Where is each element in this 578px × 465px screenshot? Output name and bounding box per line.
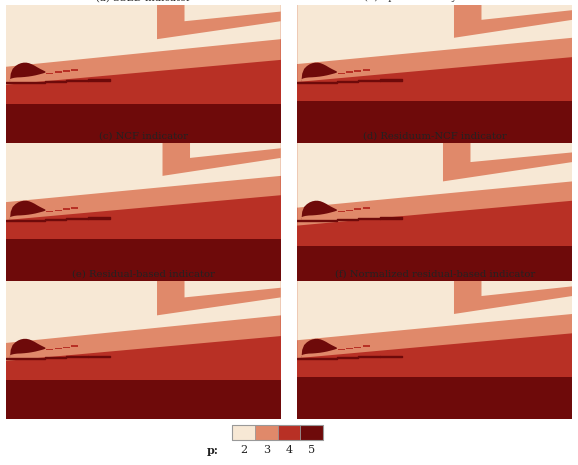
Polygon shape: [481, 5, 572, 20]
Polygon shape: [362, 345, 369, 347]
Polygon shape: [362, 207, 369, 209]
Polygon shape: [6, 5, 281, 67]
Polygon shape: [346, 72, 353, 73]
Polygon shape: [6, 281, 281, 380]
Polygon shape: [71, 69, 78, 71]
Polygon shape: [297, 5, 572, 143]
Polygon shape: [6, 143, 281, 202]
Polygon shape: [346, 210, 353, 211]
Polygon shape: [297, 281, 572, 419]
Polygon shape: [338, 211, 345, 213]
Polygon shape: [157, 5, 281, 39]
Polygon shape: [6, 5, 281, 104]
Text: p:: p:: [206, 445, 218, 457]
Polygon shape: [10, 63, 46, 82]
Bar: [255, 425, 277, 440]
Polygon shape: [354, 208, 361, 210]
Polygon shape: [157, 281, 281, 315]
Title: (e) Residual-based indicator: (e) Residual-based indicator: [72, 270, 214, 279]
Polygon shape: [63, 346, 70, 348]
Polygon shape: [338, 349, 345, 351]
Bar: [277, 425, 301, 440]
Polygon shape: [190, 143, 281, 158]
Polygon shape: [6, 143, 281, 220]
Polygon shape: [162, 143, 281, 176]
Polygon shape: [346, 348, 353, 349]
Polygon shape: [301, 63, 337, 82]
Polygon shape: [301, 201, 337, 220]
Polygon shape: [470, 143, 572, 162]
Polygon shape: [55, 348, 62, 349]
Title: (a) SSED indicator: (a) SSED indicator: [96, 0, 191, 2]
Polygon shape: [6, 281, 281, 419]
Polygon shape: [55, 72, 62, 73]
Polygon shape: [6, 143, 281, 281]
Text: 4: 4: [286, 445, 292, 455]
Polygon shape: [297, 5, 572, 101]
Polygon shape: [454, 5, 572, 38]
Polygon shape: [362, 69, 369, 71]
Title: (c) NCF indicator: (c) NCF indicator: [99, 132, 188, 140]
Polygon shape: [63, 208, 70, 210]
Polygon shape: [10, 201, 46, 220]
Polygon shape: [6, 281, 281, 361]
Polygon shape: [354, 70, 361, 72]
Polygon shape: [71, 345, 78, 347]
Polygon shape: [443, 143, 572, 181]
Polygon shape: [10, 339, 46, 358]
Polygon shape: [297, 143, 572, 208]
Polygon shape: [481, 281, 572, 296]
Title: (b) Spectral decay indicator: (b) Spectral decay indicator: [364, 0, 506, 2]
Polygon shape: [297, 281, 572, 340]
Polygon shape: [297, 5, 572, 64]
Polygon shape: [63, 70, 70, 72]
Polygon shape: [297, 143, 572, 246]
Polygon shape: [46, 349, 53, 351]
Text: 3: 3: [263, 445, 270, 455]
Polygon shape: [184, 281, 281, 298]
Polygon shape: [297, 143, 572, 281]
Bar: [301, 425, 323, 440]
Polygon shape: [71, 207, 78, 209]
Polygon shape: [301, 339, 337, 358]
Polygon shape: [6, 143, 281, 239]
Polygon shape: [297, 281, 572, 358]
Text: 5: 5: [308, 445, 315, 455]
Bar: [232, 425, 255, 440]
Polygon shape: [6, 5, 281, 143]
Polygon shape: [454, 281, 572, 314]
Polygon shape: [297, 5, 572, 82]
Polygon shape: [297, 281, 572, 378]
Text: 2: 2: [240, 445, 247, 455]
Polygon shape: [338, 73, 345, 74]
Polygon shape: [46, 73, 53, 74]
Polygon shape: [46, 211, 53, 213]
Polygon shape: [184, 5, 281, 21]
Title: (d) Residuum-NCF indicator: (d) Residuum-NCF indicator: [363, 132, 506, 140]
Bar: [232, 425, 323, 440]
Polygon shape: [297, 143, 572, 226]
Title: (f) Normalized residual-based indicator: (f) Normalized residual-based indicator: [335, 270, 535, 279]
Polygon shape: [6, 281, 281, 343]
Polygon shape: [55, 210, 62, 211]
Polygon shape: [6, 5, 281, 85]
Polygon shape: [354, 346, 361, 348]
